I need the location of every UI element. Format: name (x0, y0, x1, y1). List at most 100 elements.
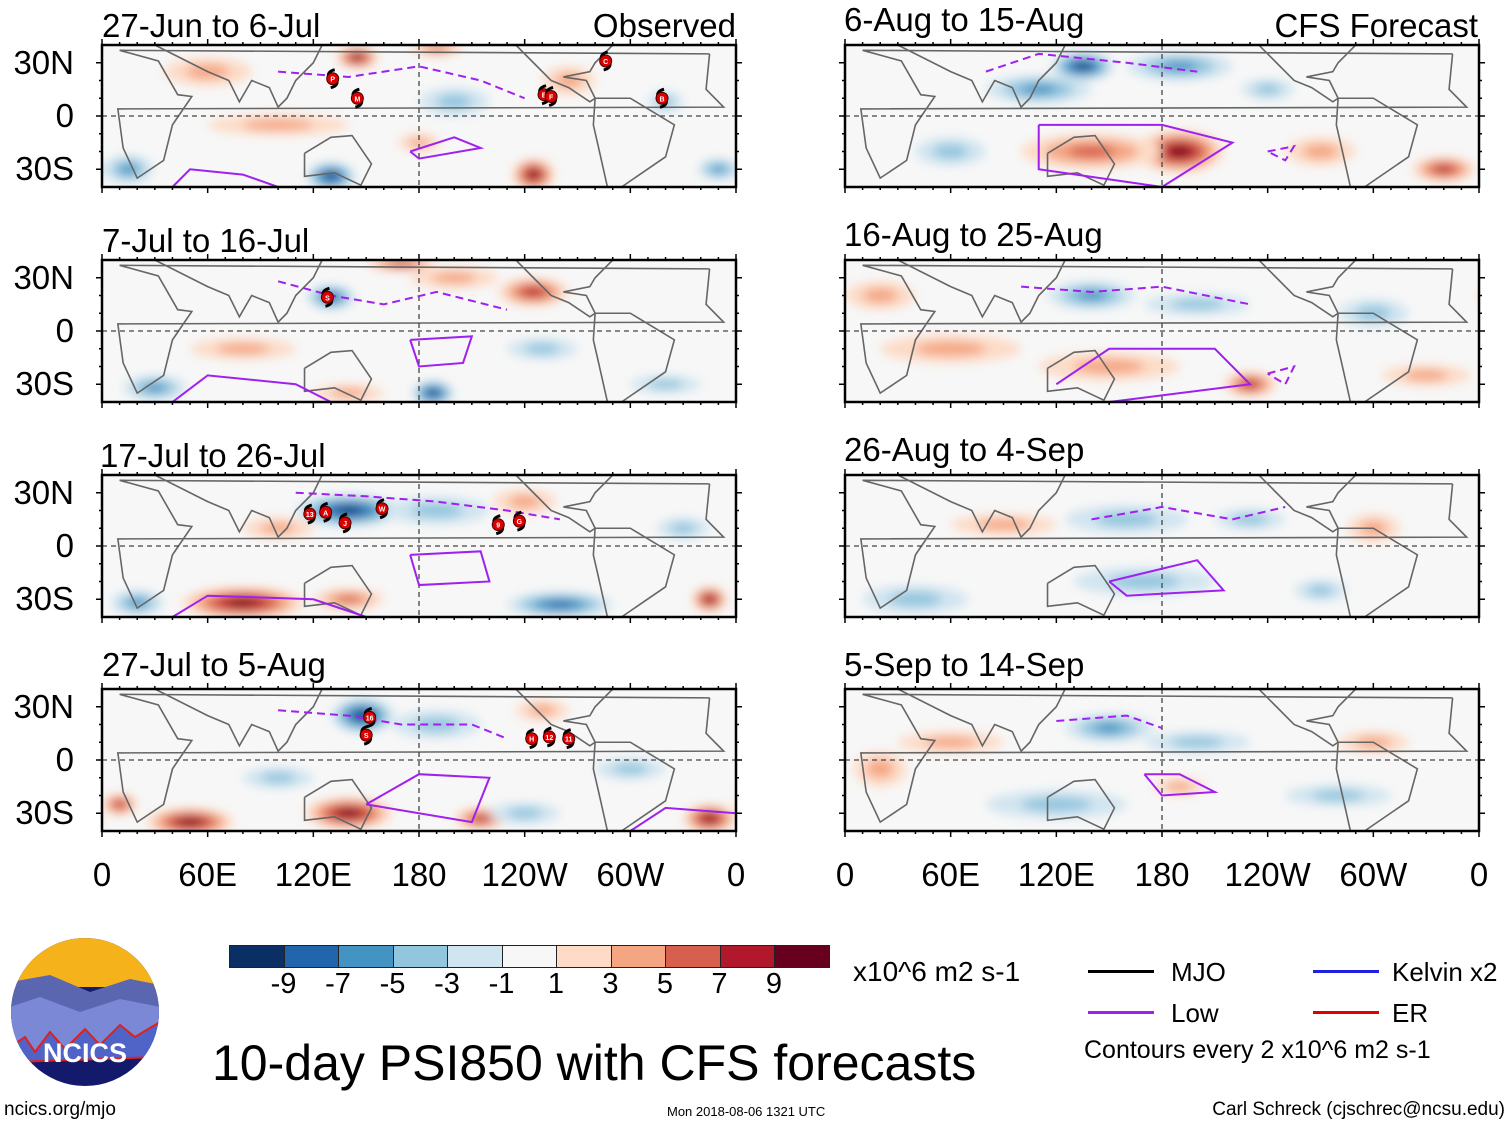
storm-marker: A (319, 501, 333, 523)
low-contour (171, 594, 367, 617)
colorbar-tick-label: 3 (602, 968, 619, 1000)
lon-tick-label: 60E (921, 856, 981, 893)
lat-tick-label: 30N (13, 43, 74, 81)
anomaly-mark (768, 380, 810, 397)
anomaly-mark (508, 495, 541, 508)
anomaly-mark (474, 815, 488, 822)
anomaly-mark (754, 595, 789, 612)
low-contour (409, 550, 491, 587)
colorbar-swatch (502, 946, 557, 967)
low-contour (277, 280, 508, 311)
low-contour (365, 773, 491, 824)
anomaly-mark (242, 119, 314, 131)
storm-label: G (517, 519, 523, 526)
low-contour (1021, 285, 1251, 306)
anomaly-mark (524, 288, 543, 296)
lon-tick-label: 120W (481, 856, 568, 893)
anomaly-mark (748, 365, 836, 386)
anomaly-mark (786, 160, 834, 179)
storm-label: W (379, 507, 386, 514)
coastline (154, 689, 323, 753)
low-contour (629, 806, 736, 831)
storm-label: P (330, 77, 335, 84)
storm-marker: P (326, 68, 340, 90)
anomaly-mark (889, 592, 942, 607)
anomaly-mark (1094, 723, 1124, 733)
anomaly-mark (524, 343, 560, 355)
anomaly-mark (432, 272, 477, 284)
source-link[interactable]: ncics.org/mjo (4, 1099, 116, 1120)
legend-label-low: Low (1171, 998, 1219, 1028)
low-contour (409, 335, 474, 368)
storm-marker: S (359, 724, 373, 746)
anomaly-mark (115, 801, 125, 808)
lat-tick-label: 30N (13, 258, 74, 296)
low-contour (1267, 364, 1296, 386)
lat-tick-label: 0 (55, 527, 74, 564)
anomaly-mark (1435, 166, 1452, 173)
colorbar-tick-label: -7 (325, 968, 351, 1000)
colorbar-swatch (230, 946, 285, 967)
colorbar-swatch (339, 946, 394, 967)
low-contour (1055, 347, 1253, 402)
legend-line-kelvin (1313, 970, 1379, 973)
anomaly-mark (647, 379, 684, 389)
map-panel (786, 39, 1485, 193)
panel-title-3: 17-Jul to 26-Jul (100, 437, 326, 474)
storm-marker: F (544, 86, 558, 107)
anomaly-mark (762, 599, 780, 607)
coastline (859, 693, 1469, 824)
storm-label: H (529, 737, 534, 744)
lat-tick-label: 30S (15, 794, 74, 832)
map-panel: P M E F C B (96, 39, 779, 193)
colorbar-tick-label: 7 (711, 968, 728, 1000)
colorbar-tick-label: 1 (547, 968, 565, 1000)
anomaly-mark (546, 601, 574, 608)
anomaly-mark (704, 815, 715, 822)
coastline (1046, 349, 1116, 402)
coastline (897, 260, 1066, 324)
anomaly-mark (1488, 751, 1510, 787)
low-contour (1108, 559, 1226, 597)
coastline (515, 45, 614, 103)
anomaly-mark (1170, 147, 1189, 156)
storm-marker: 9 (491, 514, 505, 536)
map-panel (839, 683, 1510, 837)
anomaly-mark (1073, 359, 1145, 374)
panel-title-7: 26-Aug to 4-Sep (844, 431, 1085, 468)
anomaly-mark (746, 160, 779, 179)
lat-tick-label: 30N (13, 687, 74, 725)
anomaly-mark (802, 166, 818, 172)
coastline (154, 45, 323, 109)
storm-label: A (323, 510, 328, 517)
colorbar (229, 945, 830, 968)
ncics-logo: NCICS (11, 938, 159, 1086)
coastline (515, 260, 614, 318)
anomaly-mark (915, 341, 986, 356)
anomaly-mark (1232, 514, 1268, 525)
anomaly-mark (260, 522, 296, 534)
anomaly-mark (1254, 84, 1281, 95)
lon-tick-label: 0 (1469, 856, 1489, 893)
anomaly-mark (749, 802, 758, 807)
panel-title-8: 5-Sep to 14-Sep (844, 646, 1085, 683)
low-contour (1037, 123, 1235, 187)
colorbar-swatch (611, 946, 666, 967)
anomaly-mark (798, 814, 851, 831)
contour-note: Contours every 2 x10^6 m2 s-1 (1084, 1036, 1431, 1064)
colorbar-swatch (448, 946, 503, 967)
storm-label: M (354, 96, 360, 103)
coastline (116, 264, 726, 395)
forecast-label: CFS Forecast (1274, 7, 1478, 44)
map-panel: 16 S H 12 11 (96, 683, 851, 837)
storm-label: E (542, 93, 547, 100)
anomaly-mark (1501, 760, 1510, 778)
coastline (154, 260, 323, 324)
storm-marker: W (375, 498, 389, 520)
low-contour (985, 52, 1198, 73)
anomaly-mark (326, 173, 336, 180)
coastline (897, 475, 1066, 539)
coastline (154, 475, 323, 539)
lon-tick-label: 120W (1224, 856, 1311, 893)
panel-title-2: 7-Jul to 16-Jul (102, 222, 310, 259)
